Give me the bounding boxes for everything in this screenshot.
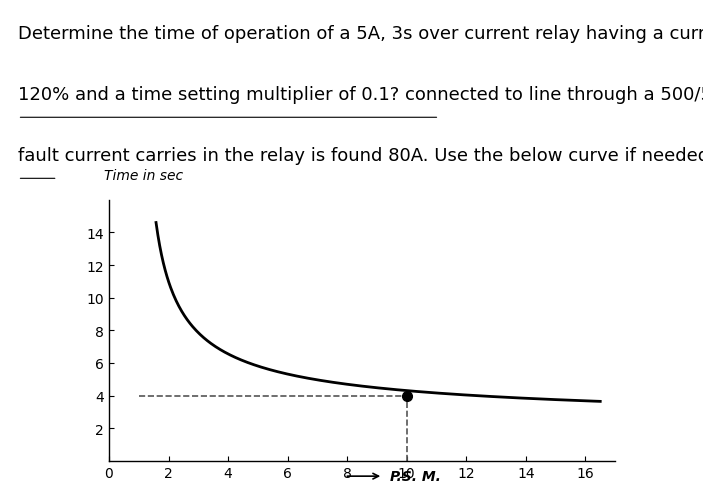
Text: fault current carries in the relay is found 80A. Use the below curve if needed.: fault current carries in the relay is fo… <box>18 147 703 165</box>
Text: P.S. M.: P.S. M. <box>390 469 441 483</box>
Text: Determine the time of operation of a 5A, 3s over current relay having a current : Determine the time of operation of a 5A,… <box>18 25 703 43</box>
Text: Time in sec: Time in sec <box>104 168 183 182</box>
Text: 120% and a time setting multiplier of 0.1? connected to line through a 500/5 CT.: 120% and a time setting multiplier of 0.… <box>18 86 703 104</box>
